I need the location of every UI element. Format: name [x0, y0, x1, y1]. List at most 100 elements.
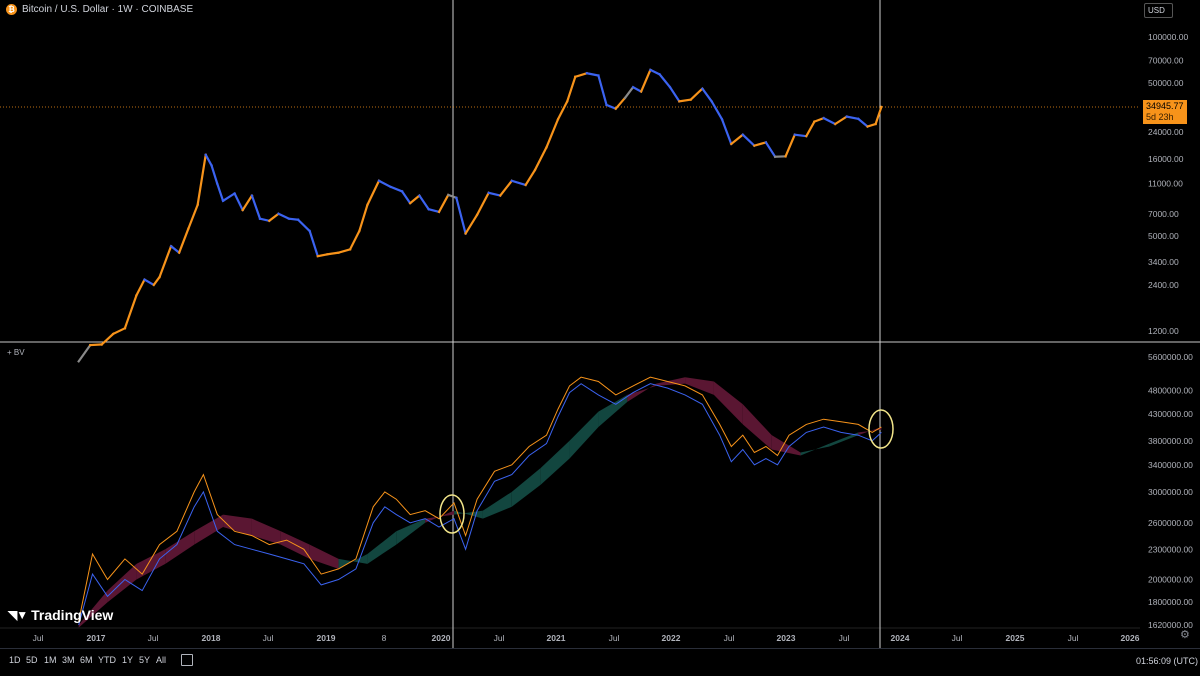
currency-selector[interactable]: USD — [1144, 3, 1173, 18]
price-candle — [766, 142, 775, 156]
bv-axis-tick: 3400000.00 — [1148, 460, 1193, 470]
last-price: 34945.77 — [1146, 101, 1187, 112]
price-axis-tick: 50000.00 — [1148, 78, 1184, 88]
price-candle — [269, 214, 278, 221]
price-candle — [339, 249, 351, 252]
timeframe-1d[interactable]: 1D — [9, 655, 21, 665]
price-candle — [212, 165, 218, 183]
price-candle — [754, 142, 766, 145]
price-candle — [876, 107, 882, 124]
time-axis-tick: 2020 — [432, 633, 451, 643]
price-candle — [206, 155, 212, 166]
bv-cloud-segment — [772, 435, 801, 455]
bv-axis-tick: 1800000.00 — [1148, 597, 1193, 607]
price-candle — [743, 135, 755, 146]
price-candle — [310, 231, 318, 256]
time-axis-tick: Jul — [839, 633, 850, 643]
price-candle — [125, 295, 137, 328]
price-candle — [526, 170, 535, 185]
price-axis-tick: 24000.00 — [1148, 127, 1184, 137]
time-axis-tick: Jul — [494, 633, 505, 643]
bv-cloud-segment — [194, 515, 223, 545]
bv-axis-tick: 4800000.00 — [1148, 385, 1193, 395]
price-candle — [558, 101, 567, 119]
price-candle — [419, 196, 428, 210]
bv-axis-tick: 4300000.00 — [1148, 409, 1193, 419]
time-axis-tick: 2023 — [777, 633, 796, 643]
bv-cloud-segment — [252, 519, 281, 545]
symbol-title: Bitcoin / U.S. Dollar · 1W · COINBASE — [22, 4, 193, 15]
price-candle — [712, 101, 722, 119]
time-axis-tick: Jul — [724, 633, 735, 643]
price-candle — [567, 77, 575, 102]
time-axis-tick: 2024 — [891, 633, 910, 643]
timeframe-1m[interactable]: 1M — [44, 655, 57, 665]
price-candle — [731, 135, 743, 144]
price-axis-tick: 11000.00 — [1148, 179, 1183, 189]
price-candle — [379, 181, 391, 187]
time-axis-tick: 2026 — [1121, 633, 1140, 643]
time-axis-tick: 2025 — [1006, 633, 1025, 643]
timeframe-3m[interactable]: 3M — [62, 655, 75, 665]
tradingview-logo-text: TradingView — [31, 607, 113, 623]
price-axis-tick: 2400.00 — [1148, 280, 1179, 290]
price-axis-tick: 16000.00 — [1148, 154, 1184, 164]
timeframe-all[interactable]: All — [156, 655, 166, 665]
bv-cloud-segment — [512, 468, 541, 507]
bv-cloud-segment — [743, 404, 772, 449]
bv-axis-tick: 3000000.00 — [1148, 487, 1193, 497]
price-candle — [858, 119, 867, 127]
bv-cloud-segment — [714, 381, 743, 424]
bv-cloud-segment — [165, 531, 194, 564]
tradingview-logo-icon: ◥▼ — [8, 608, 27, 622]
price-candle — [679, 100, 691, 102]
price-candle — [327, 253, 339, 255]
price-axis-tick: 100000.00 — [1148, 32, 1188, 42]
price-candle — [691, 89, 703, 100]
price-candle — [359, 205, 367, 231]
time-axis-tick: Jul — [609, 633, 620, 643]
calendar-icon[interactable] — [181, 654, 193, 666]
price-candle — [607, 105, 616, 109]
bv-cloud-segment — [310, 545, 339, 569]
price-candle — [410, 196, 419, 204]
bv-axis-tick: 3800000.00 — [1148, 436, 1193, 446]
timeframe-1y[interactable]: 1Y — [122, 655, 133, 665]
price-candle — [252, 196, 260, 219]
timeframe-ytd[interactable]: YTD — [98, 655, 116, 665]
time-axis-tick: 8 — [382, 633, 387, 643]
price-candle — [402, 191, 410, 203]
price-candle — [113, 328, 125, 334]
tradingview-logo: ◥▼ TradingView — [8, 607, 113, 623]
bv-cloud-segment — [108, 564, 137, 602]
price-candle — [650, 70, 659, 75]
time-axis-tick: Jul — [263, 633, 274, 643]
timeframe-6m[interactable]: 6M — [80, 655, 93, 665]
price-candle — [722, 119, 731, 144]
price-candle — [660, 74, 670, 87]
indicator-label[interactable]: + BV — [7, 348, 25, 357]
price-axis-tick: 7000.00 — [1148, 209, 1179, 219]
timeframe-5d[interactable]: 5D — [26, 655, 38, 665]
price-candle — [546, 119, 558, 147]
price-candle — [535, 147, 547, 170]
bar-countdown: 5d 23h — [1146, 112, 1187, 123]
time-axis-tick: 2022 — [662, 633, 681, 643]
symbol-header[interactable]: ₿ Bitcoin / U.S. Dollar · 1W · COINBASE — [6, 4, 193, 15]
timeframe-5y[interactable]: 5Y — [139, 655, 150, 665]
price-candle — [489, 193, 501, 196]
settings-gear-icon[interactable]: ⚙ — [1180, 628, 1190, 641]
price-candle — [160, 246, 172, 277]
price-candle — [136, 280, 144, 296]
price-candle — [318, 254, 327, 256]
price-candle — [625, 87, 633, 98]
time-axis-tick: 2021 — [547, 633, 566, 643]
bv-cloud-segment — [541, 441, 570, 485]
utc-clock[interactable]: 01:56:09 (UTC) — [1136, 656, 1198, 666]
price-candle — [633, 87, 641, 91]
price-candle — [456, 198, 465, 234]
price-candle — [198, 155, 206, 205]
time-axis-tick: 2017 — [87, 633, 106, 643]
time-axis-tick: 2019 — [317, 633, 336, 643]
